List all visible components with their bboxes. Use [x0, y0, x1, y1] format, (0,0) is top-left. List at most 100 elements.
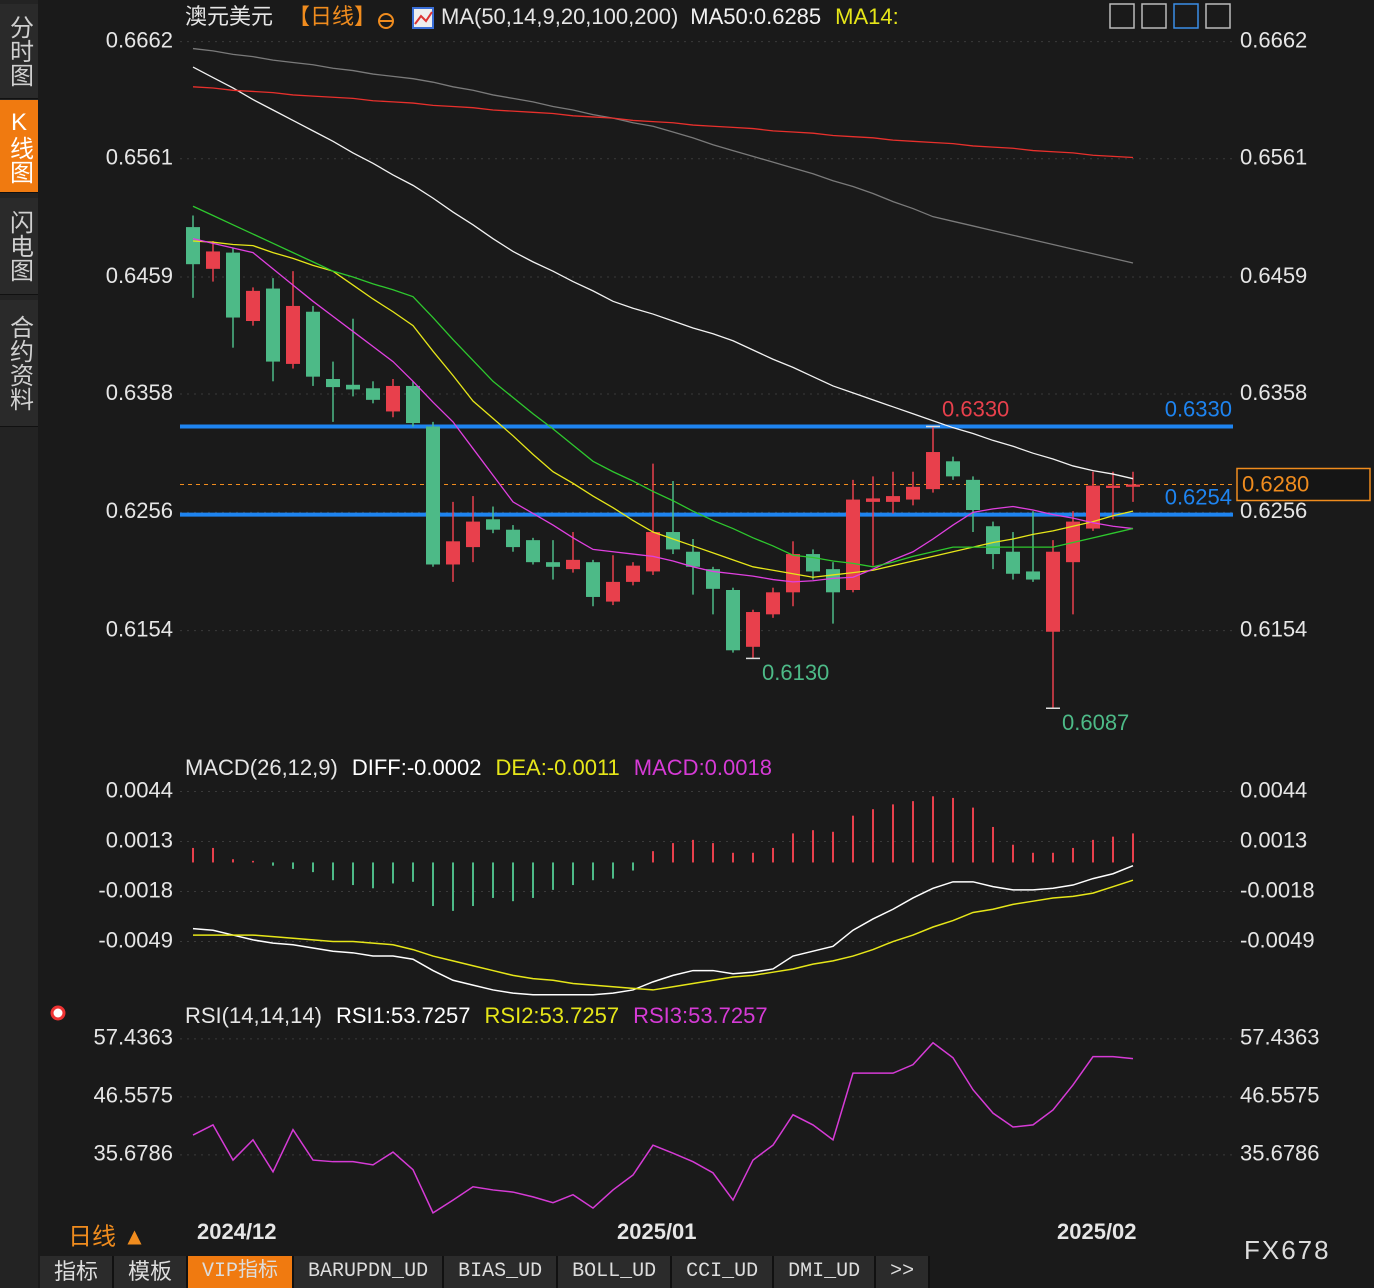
legend-item: RSI3:53.7257: [633, 1003, 768, 1028]
rsi-line: [192, 1041, 1134, 1214]
candle-body: [506, 529, 520, 548]
y-tick-label: 57.4363: [1240, 1025, 1320, 1050]
y-tick-label: 0.6256: [106, 498, 173, 523]
sidebar-tab[interactable]: 合约资料: [0, 300, 38, 427]
y-tick-label: 0.6358: [1240, 380, 1307, 405]
candle-body: [206, 251, 220, 269]
ma-line: [192, 86, 1134, 159]
indicator-tab[interactable]: >>: [876, 1256, 929, 1288]
tool-button[interactable]: [1141, 3, 1167, 29]
candle-body: [586, 562, 600, 597]
candle-body: [1106, 485, 1120, 488]
tool-button[interactable]: [1205, 3, 1231, 29]
legend-item: MACD(26,12,9): [185, 755, 338, 780]
candle-body: [386, 385, 400, 412]
ma-line: [192, 240, 1134, 578]
period: 【日线】: [288, 4, 376, 29]
x-tick-label: 2025/02: [1057, 1219, 1137, 1244]
candle-body: [486, 519, 500, 530]
candle-body: [826, 569, 840, 593]
candle-body: [346, 384, 360, 390]
brand: FX678: [1244, 1235, 1331, 1265]
x-tick-label: 2024/12: [197, 1219, 277, 1244]
legend-item: MACD:0.0018: [634, 755, 772, 780]
candle-body: [366, 388, 380, 400]
candle-body: [526, 540, 540, 563]
tool-button[interactable]: [1173, 3, 1199, 29]
candle-body: [306, 311, 320, 377]
extreme-label: 0.6087: [1062, 710, 1129, 735]
y-tick-label: 0.6154: [1240, 616, 1307, 641]
extreme-label: 0.6330: [942, 396, 1009, 421]
candle-body: [626, 565, 640, 582]
y-tick-label: 0.0013: [106, 827, 173, 852]
indicator-tab[interactable]: BIAS_UD: [444, 1256, 557, 1288]
candle-body: [846, 499, 860, 590]
legend-item: DIFF:-0.0002: [352, 755, 482, 780]
candle-body: [326, 378, 340, 388]
y-tick-label: 46.5575: [1240, 1083, 1320, 1108]
candle-body: [726, 590, 740, 651]
candle-body: [886, 496, 900, 502]
candle-body: [1126, 484, 1140, 487]
y-tick-label: 0.6459: [1240, 263, 1307, 288]
y-tick-label: 0.0044: [106, 777, 173, 802]
legend-item: RSI(14,14,14): [185, 1003, 322, 1028]
indicator-tab[interactable]: BARUPDN_UD: [294, 1256, 443, 1288]
candle-body: [246, 290, 260, 322]
candle-body: [966, 479, 980, 510]
y-tick-label: 35.6786: [1240, 1141, 1320, 1166]
indicator-tab[interactable]: 指标: [40, 1256, 113, 1288]
indicator-tab[interactable]: CCI_UD: [672, 1256, 773, 1288]
candle-body: [1086, 485, 1100, 529]
sidebar-tab[interactable]: 闪电图: [0, 198, 38, 295]
tool-button[interactable]: [1109, 3, 1135, 29]
candle-body: [426, 426, 440, 565]
candle-body: [686, 551, 700, 567]
sidebar: 分时图 K线图闪电图合约资料: [0, 0, 38, 1288]
candle-body: [766, 592, 780, 615]
x-tick-label: 2025/01: [617, 1219, 697, 1244]
candle-body: [226, 252, 240, 318]
indicator-tab[interactable]: DMI_UD: [774, 1256, 875, 1288]
candle-body: [926, 452, 940, 490]
candle-body: [646, 532, 660, 572]
candle-body: [606, 581, 620, 602]
y-tick-label: 46.5575: [93, 1083, 173, 1108]
period-selector[interactable]: 日线 ▲: [68, 1223, 146, 1250]
macd-line: [192, 864, 1134, 996]
y-tick-label: 0.6662: [106, 27, 173, 52]
y-tick-label: 0.0044: [1240, 777, 1307, 802]
candle-body: [746, 612, 760, 647]
ma-line: [192, 47, 1134, 264]
indicator-tab[interactable]: VIP指标: [188, 1256, 293, 1288]
y-tick-label: 0.6662: [1240, 27, 1307, 52]
candle-body: [1026, 571, 1040, 580]
candle-body: [1046, 551, 1060, 632]
y-tick-label: 0.6561: [1240, 145, 1307, 170]
candle-body: [866, 498, 880, 502]
sidebar-tab[interactable]: 分时图: [0, 4, 38, 99]
candle-body: [286, 305, 300, 364]
y-tick-label: 0.0013: [1240, 827, 1307, 852]
extreme-label: 0.6130: [762, 660, 829, 685]
y-tick-label: 0.6459: [106, 263, 173, 288]
y-tick-label: 35.6786: [93, 1141, 173, 1166]
ma-line: [192, 238, 1134, 583]
indicator-tab[interactable]: BOLL_UD: [558, 1256, 671, 1288]
icon: [414, 11, 433, 25]
indicator-tab[interactable]: 模板: [114, 1256, 187, 1288]
icon[interactable]: [50, 1005, 66, 1021]
legend-item: RSI1:53.7257: [336, 1003, 471, 1028]
legend-item: MA14:: [835, 4, 899, 29]
y-tick-label: 0.6561: [106, 145, 173, 170]
toolbar: [1109, 3, 1231, 29]
legend-item: RSI2:53.7257: [485, 1003, 620, 1028]
price-label: 0.6280: [1242, 471, 1309, 496]
candle-body: [706, 569, 720, 589]
candle-body: [446, 541, 460, 565]
sidebar-tab[interactable]: K线图: [0, 100, 38, 193]
y-tick-label: -0.0049: [98, 927, 173, 952]
